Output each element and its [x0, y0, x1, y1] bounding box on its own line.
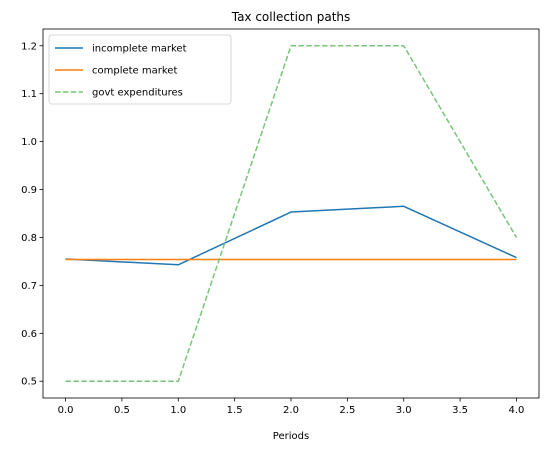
x-tick-label: 2.0 — [283, 405, 299, 416]
y-tick-label: 0.6 — [21, 329, 37, 340]
plot-lines — [65, 45, 518, 382]
y-tick-label: 0.5 — [21, 377, 37, 388]
x-axis-ticks: 0.0 0.5 1.0 1.5 2.0 2.5 3.0 3.5 4.0 — [58, 398, 525, 416]
chart-title: Tax collection paths — [231, 10, 351, 24]
legend-box — [48, 34, 232, 105]
x-tick-label: 3.5 — [452, 405, 468, 416]
x-axis-label: Periods — [273, 431, 309, 442]
legend-label: incomplete market — [92, 44, 187, 55]
legend-label: govt expenditures — [92, 88, 183, 99]
x-tick-label: 1.5 — [227, 405, 243, 416]
y-tick-label: 1.2 — [21, 41, 37, 52]
y-tick-label: 1.1 — [21, 89, 37, 100]
y-axis-ticks: 0.5 0.6 0.7 0.8 0.9 1.0 1.1 1.2 — [21, 41, 43, 388]
legend: incomplete market complete market govt exp… — [48, 34, 232, 105]
x-tick-label: 0.5 — [114, 405, 130, 416]
x-tick-label: 0.0 — [58, 405, 74, 416]
y-tick-label: 0.7 — [21, 281, 37, 292]
x-tick-label: 3.0 — [396, 405, 412, 416]
x-tick-label: 1.0 — [170, 405, 186, 416]
y-tick-label: 0.8 — [21, 233, 37, 244]
x-tick-label: 2.5 — [339, 405, 355, 416]
series-line-govt-expenditures — [65, 45, 518, 382]
series-line-incomplete-market — [65, 205, 517, 266]
legend-label: complete market — [92, 66, 177, 77]
y-tick-label: 0.9 — [21, 185, 37, 196]
x-tick-label: 4.0 — [509, 405, 525, 416]
y-tick-label: 1.0 — [21, 137, 37, 148]
